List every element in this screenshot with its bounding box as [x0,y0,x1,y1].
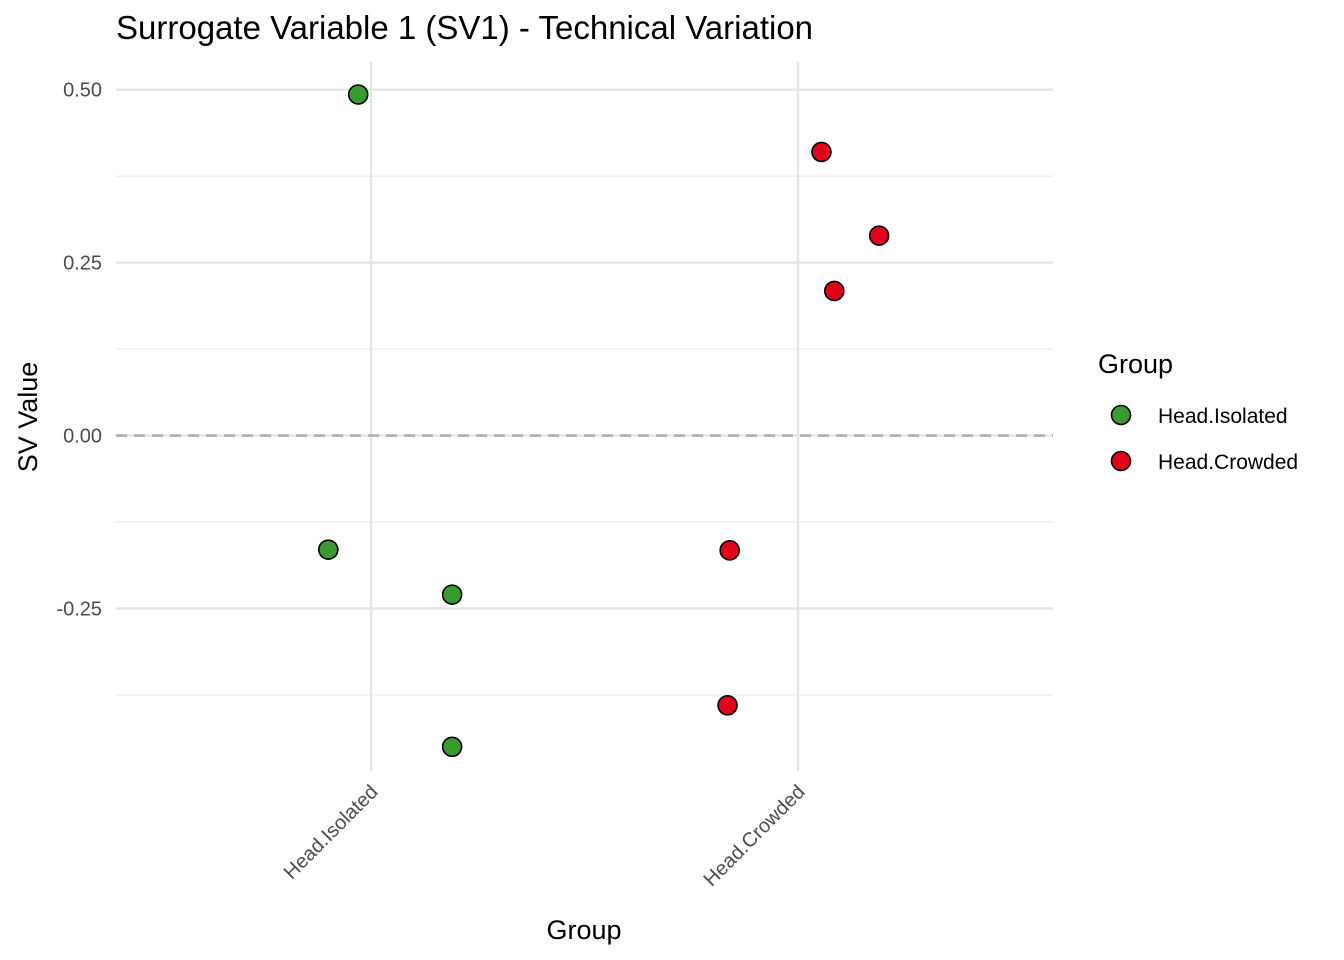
data-point-head-crowded [719,540,740,561]
data-point-head-crowded [717,694,738,716]
data-point-head-crowded [868,225,890,246]
legend-key [1110,450,1132,472]
data-point-head-isolated [441,584,463,605]
legend: Group Head.Isolated Head.Crowded [1098,349,1298,474]
legend-title: Group [1098,349,1173,379]
data-point-head-isolated [441,736,463,758]
data-points [317,84,890,758]
y-axis-title: SV Value [13,362,43,473]
legend-label: Head.Crowded [1158,451,1298,474]
legend-key [1110,404,1132,426]
chart-title: Surrogate Variable 1 (SV1) - Technical V… [116,9,813,46]
x-tick-label: Head.Crowded [700,781,810,891]
data-point-head-crowded [823,280,845,302]
y-tick-label: 0.25 [63,253,102,275]
legend-label: Head.Isolated [1158,405,1288,428]
data-point-head-isolated [317,539,339,560]
y-tick-labels: -0.25 0.00 0.25 0.50 [56,80,102,621]
y-tick-label: -0.25 [56,598,102,620]
y-tick-label: 0.00 [63,426,102,448]
data-point-head-crowded [811,141,832,163]
x-axis-title: Group [546,915,621,945]
y-tick-label: 0.50 [63,80,102,102]
x-tick-labels: Head.Isolated Head.Crowded [280,781,810,891]
x-tick-label: Head.Isolated [280,781,383,884]
gridlines [116,62,1053,771]
legend-items: Head.Isolated Head.Crowded [1110,404,1298,474]
data-point-head-isolated [347,84,369,105]
